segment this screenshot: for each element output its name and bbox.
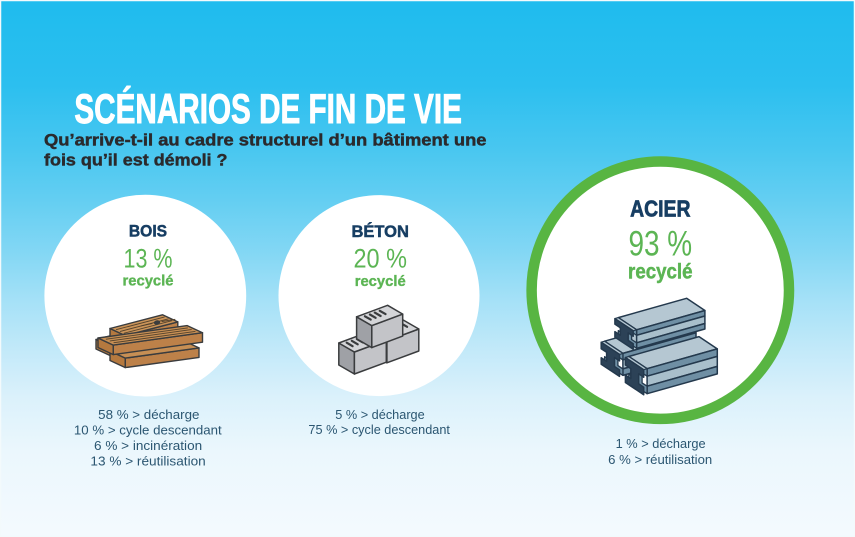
svg-text:BÉTON: BÉTON: [351, 222, 409, 241]
svg-text:BOIS: BOIS: [129, 222, 167, 241]
svg-text:6 % > incinération: 6 % > incinération: [94, 439, 202, 453]
svg-text:10 % > cycle descendant: 10 % > cycle descendant: [74, 424, 222, 438]
svg-text:13 % > réutilisation: 13 % > réutilisation: [90, 455, 205, 469]
svg-text:1 % > décharge: 1 % > décharge: [616, 437, 706, 451]
svg-text:5 % > décharge: 5 % > décharge: [335, 408, 424, 422]
svg-text:6 % > réutilisation: 6 % > réutilisation: [608, 453, 712, 467]
svg-text:fois qu’il est démoli ?: fois qu’il est démoli ?: [44, 151, 228, 170]
svg-text:recyclé: recyclé: [355, 273, 406, 290]
svg-text:20 %: 20 %: [353, 243, 407, 273]
svg-text:recyclé: recyclé: [628, 260, 693, 284]
svg-text:58 % > décharge: 58 % > décharge: [98, 408, 199, 422]
svg-text:recyclé: recyclé: [123, 273, 174, 290]
svg-text:ACIER: ACIER: [630, 196, 691, 222]
svg-text:13 %: 13 %: [124, 244, 173, 274]
svg-text:93 %: 93 %: [628, 224, 692, 264]
svg-text:Qu’arrive-t-il au cadre struct: Qu’arrive-t-il au cadre structurel d’un …: [44, 130, 487, 149]
svg-text:SCÉNARIOS DE FIN DE VIE: SCÉNARIOS DE FIN DE VIE: [74, 85, 462, 132]
svg-text:75 % > cycle descendant: 75 % > cycle descendant: [308, 423, 450, 437]
